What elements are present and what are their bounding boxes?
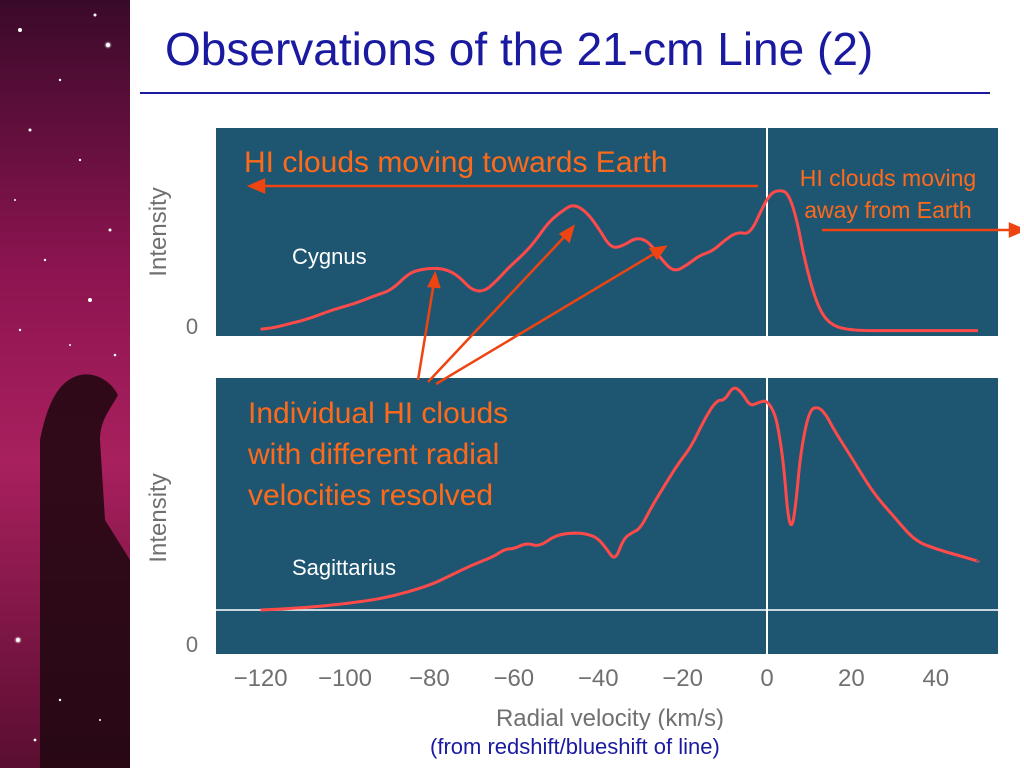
x-tick-label: −120 — [234, 665, 288, 692]
callout-individual-line-2: with different radial — [248, 438, 500, 471]
x-tick-label: 40 — [922, 665, 949, 692]
annotation-arrows — [246, 178, 1020, 386]
pointer-head-3 — [648, 245, 668, 261]
nebula-background-image — [0, 0, 130, 768]
cygnus-spectrum-curve — [260, 189, 978, 333]
y-tick-zero-bottom: 0 — [186, 632, 198, 657]
panel-label-sagittarius: Sagittarius — [292, 555, 396, 580]
pointer-head-1 — [427, 270, 441, 289]
footer-note: (from redshift/blueshift of line) — [430, 734, 720, 759]
sagittarius-spectrum-curve — [260, 386, 980, 612]
x-tick-label: 0 — [760, 665, 773, 692]
pointer-to-peak-2 — [427, 233, 568, 383]
callout-individual-line-3: velocities resolved — [248, 479, 494, 512]
callout-individual-line-1: Individual HI clouds — [248, 397, 509, 430]
callout-away-line-1: HI clouds moving — [799, 165, 977, 191]
arrowhead-towards-earth — [246, 178, 266, 194]
x-axis-label: Radial velocity (km/s) — [496, 705, 724, 730]
callout-away-from-earth: HI clouds moving away from Earth — [770, 162, 1006, 226]
ylabel-bottom: Intensity — [145, 473, 172, 562]
pointer-head-2 — [558, 224, 576, 244]
radial-velocity-chart: Cygnus Sagittarius Intensity Intensity 0… — [145, 128, 1020, 730]
pointer-to-peak-1 — [416, 281, 436, 381]
x-tick-label: −40 — [578, 665, 619, 692]
ylabel-top: Intensity — [145, 187, 172, 276]
callout-towards-earth: HI clouds moving towards Earth — [244, 146, 668, 179]
x-tick-label: −20 — [662, 665, 703, 692]
star-field — [14, 13, 117, 742]
sagittarius-panel — [216, 378, 998, 654]
x-tick-label: −80 — [409, 665, 450, 692]
callout-individual-clouds: Individual HI clouds with different radi… — [248, 393, 508, 516]
arrowhead-away-from-earth — [1008, 222, 1020, 238]
callout-away-line-2: away from Earth — [804, 197, 972, 223]
title-underline — [140, 92, 990, 94]
x-tick-label: −100 — [318, 665, 372, 692]
panel-label-cygnus: Cygnus — [292, 244, 367, 269]
x-tick-label: −60 — [493, 665, 534, 692]
slide-title: Observations of the 21-cm Line (2) — [165, 23, 874, 75]
y-tick-zero-top: 0 — [186, 314, 198, 339]
cygnus-panel — [216, 128, 998, 336]
x-tick-label: 20 — [838, 665, 865, 692]
pointer-to-peak-3 — [435, 250, 658, 386]
